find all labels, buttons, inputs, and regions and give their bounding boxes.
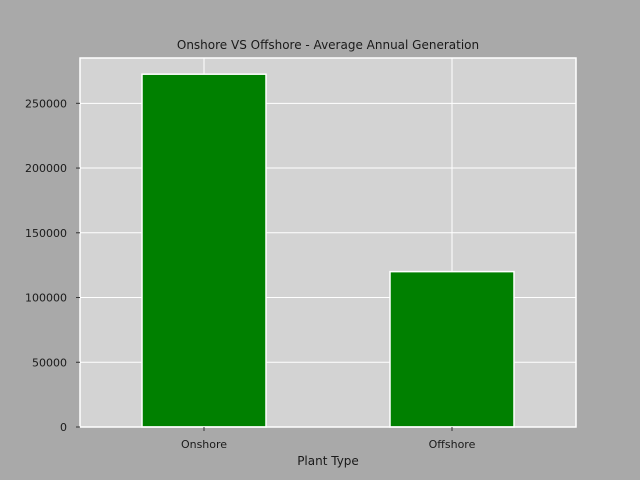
plot-frame	[79, 57, 577, 428]
bar-offshore	[389, 270, 515, 428]
y-tick-label: 100000	[25, 292, 67, 305]
y-tick-label: 150000	[25, 227, 67, 240]
y-tick-label: 0	[60, 421, 67, 434]
x-tick-label: Onshore	[181, 438, 227, 451]
bar-onshore	[141, 73, 267, 428]
y-axis: 0 50000 100000 150000 200000 250000	[25, 97, 80, 434]
bars	[141, 73, 515, 428]
x-axis: Onshore Offshore	[181, 427, 476, 451]
x-tick-label: Offshore	[429, 438, 476, 451]
x-axis-label: Plant Type	[297, 454, 359, 468]
chart-title: Onshore VS Offshore - Average Annual Gen…	[177, 38, 479, 52]
y-tick-label: 250000	[25, 97, 67, 110]
y-tick-label: 200000	[25, 162, 67, 175]
y-tick-label: 50000	[32, 356, 67, 369]
